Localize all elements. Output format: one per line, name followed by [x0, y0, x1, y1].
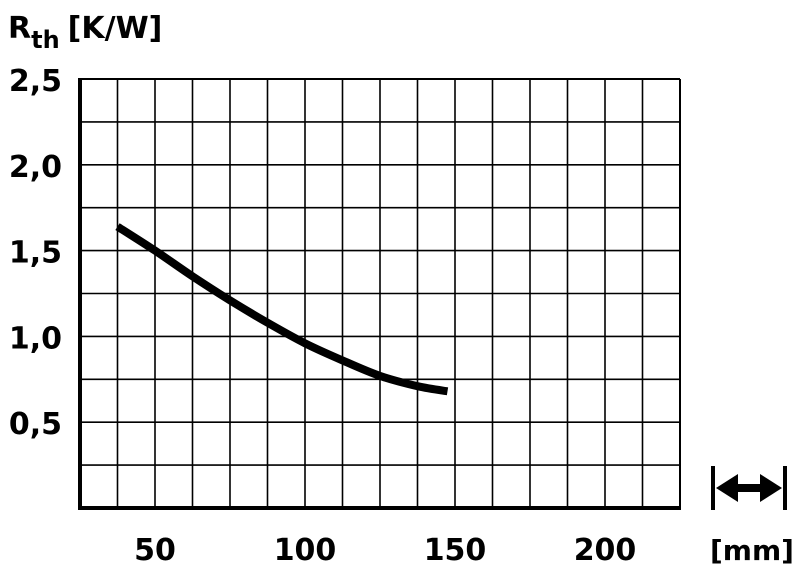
y-tick-label: 1,5	[9, 236, 62, 271]
x-axis-unit: [mm]	[710, 534, 794, 567]
y-tick-label: 2,0	[9, 150, 62, 185]
y-axis-label-unit: [K/W]	[68, 11, 163, 46]
y-tick-label: 2,5	[9, 64, 62, 99]
x-tick-label: 50	[134, 533, 176, 568]
y-axis-label: Rth [K/W]	[8, 11, 162, 54]
data-series-line	[115, 223, 449, 396]
x-tick-label: 100	[274, 533, 337, 568]
y-tick-label: 1,0	[9, 321, 62, 356]
x-tick-label: 200	[574, 533, 637, 568]
x-tick-label: 150	[424, 533, 487, 568]
double-arrow-icon	[711, 466, 787, 510]
y-tick-labels: 0,5 1,0 1,5 2,0 2,5	[9, 64, 62, 442]
y-axis-label-main: R	[8, 11, 31, 46]
y-axis-label-sub: th	[31, 26, 60, 54]
y-tick-label: 0,5	[9, 407, 62, 442]
x-tick-labels: 50 100 150 200	[134, 533, 636, 568]
grid	[80, 79, 680, 508]
axes	[78, 78, 681, 510]
